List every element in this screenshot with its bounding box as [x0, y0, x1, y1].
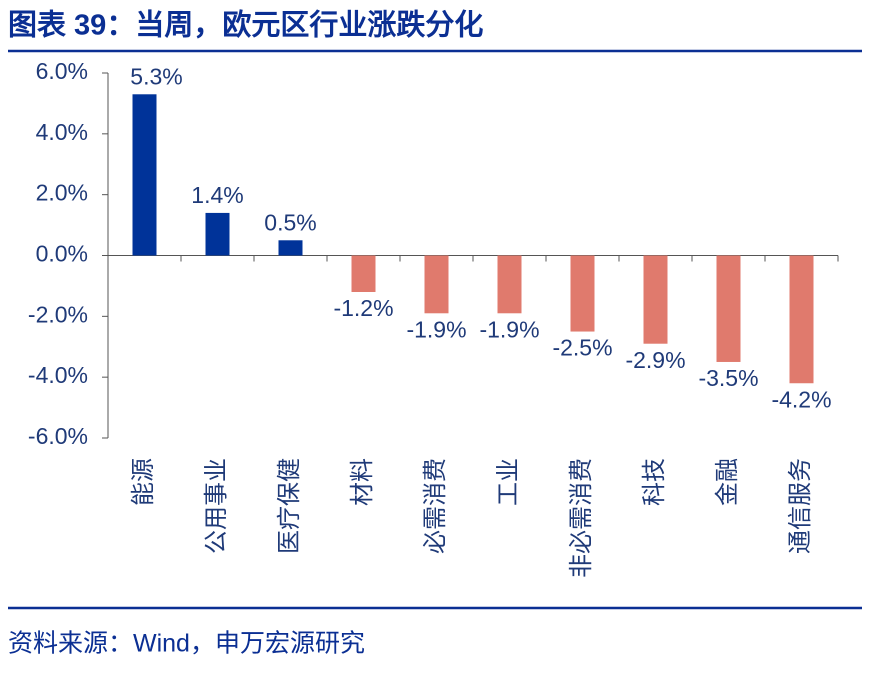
y-tick-label: -2.0% — [28, 301, 88, 327]
chart-title: 图表 39：当周，欧元区行业涨跌分化 — [8, 9, 483, 42]
x-tick-label: 材料 — [349, 458, 376, 506]
y-tick-label: 4.0% — [36, 119, 88, 145]
bar — [643, 255, 668, 344]
x-tick-label: 非必需消费 — [568, 458, 595, 578]
x-tick-label: 金融 — [714, 458, 741, 506]
x-tick-label: 工业 — [495, 458, 522, 506]
x-tick-label: 公用事业 — [203, 458, 230, 554]
y-tick-label: 6.0% — [36, 58, 88, 84]
value-label: -1.2% — [333, 295, 393, 321]
value-label: 1.4% — [191, 182, 243, 208]
value-label: -1.9% — [479, 316, 539, 342]
bar — [278, 240, 303, 256]
bar — [205, 212, 230, 256]
value-label: -1.9% — [406, 316, 466, 342]
value-label: -4.2% — [771, 386, 831, 412]
bar — [716, 255, 741, 362]
x-tick-label: 科技 — [641, 458, 668, 506]
x-tick-label: 必需消费 — [422, 458, 449, 554]
x-tick-label: 医疗保健 — [276, 458, 303, 554]
bar — [424, 255, 449, 314]
bar — [351, 255, 376, 292]
y-tick-label: -4.0% — [28, 362, 88, 388]
y-tick-label: 0.0% — [36, 241, 88, 267]
bar — [570, 255, 595, 332]
y-tick-label: 2.0% — [36, 180, 88, 206]
x-tick-label: 能源 — [130, 458, 157, 506]
value-label: -2.5% — [552, 335, 612, 361]
value-label: 5.3% — [130, 63, 182, 89]
value-label: 0.5% — [264, 209, 316, 235]
bar — [497, 255, 522, 314]
bar — [789, 255, 814, 384]
value-label: -3.5% — [698, 365, 758, 391]
x-tick-label: 通信服务 — [787, 458, 814, 554]
y-tick-label: -6.0% — [28, 423, 88, 449]
value-label: -2.9% — [625, 347, 685, 373]
source-note: 资料来源：Wind，申万宏源研究 — [8, 630, 365, 658]
bar — [132, 94, 157, 256]
